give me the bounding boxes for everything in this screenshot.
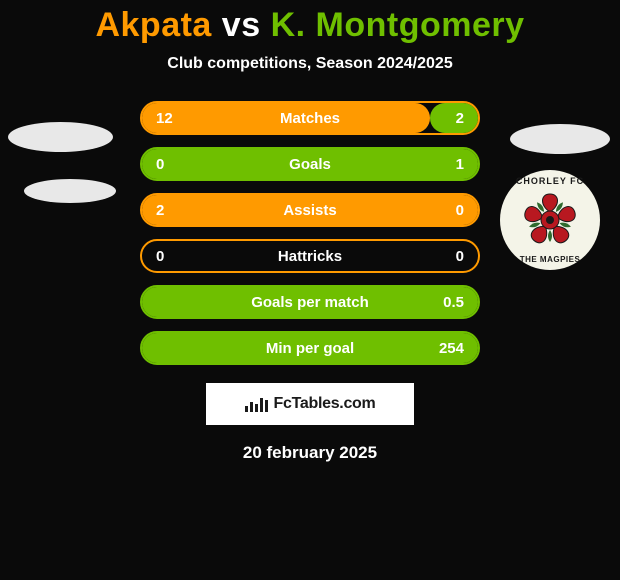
comparison-infographic: Akpata vs K. Montgomery Club competition… — [0, 0, 620, 580]
stat-value-left: 0 — [156, 156, 164, 173]
player2-image-placeholder — [510, 124, 610, 154]
stat-row: 12 Matches 2 — [140, 101, 480, 135]
stat-label: Assists — [283, 202, 336, 219]
page-title: Akpata vs K. Montgomery — [0, 0, 620, 45]
club-logo-rose-icon — [522, 192, 578, 248]
stat-value-right: 254 — [439, 340, 464, 357]
date-line: 20 february 2025 — [0, 443, 620, 463]
subtitle: Club competitions, Season 2024/2025 — [0, 55, 620, 73]
stat-value-right: 1 — [456, 156, 464, 173]
player2-club-logo: CHORLEY FC THE MAGPIES — [500, 170, 600, 270]
stat-value-left: 2 — [156, 202, 164, 219]
title-vs: vs — [222, 6, 261, 44]
attribution-text: FcTables.com — [274, 395, 376, 413]
club-logo-bottom-text: THE MAGPIES — [520, 255, 581, 264]
bar-chart-icon — [245, 396, 268, 412]
stat-row: Min per goal 254 — [140, 331, 480, 365]
title-player1: Akpata — [95, 6, 211, 44]
attribution-badge: FcTables.com — [206, 383, 414, 425]
stat-value-right: 0 — [456, 202, 464, 219]
stat-label: Matches — [280, 110, 340, 127]
stat-label: Hattricks — [278, 248, 342, 265]
stat-row: 0 Goals 1 — [140, 147, 480, 181]
stat-row: 2 Assists 0 — [140, 193, 480, 227]
stat-value-left: 0 — [156, 248, 164, 265]
player1-image-placeholder — [8, 122, 113, 152]
stat-row: Goals per match 0.5 — [140, 285, 480, 319]
club-logo-top-text: CHORLEY FC — [516, 176, 584, 186]
stat-label: Goals — [289, 156, 331, 173]
stat-row: 0 Hattricks 0 — [140, 239, 480, 273]
player1-club-placeholder — [24, 179, 116, 203]
stat-fill-right — [430, 103, 478, 133]
stat-value-right: 0.5 — [443, 294, 464, 311]
title-player2: K. Montgomery — [271, 6, 525, 44]
stat-value-left: 12 — [156, 110, 173, 127]
stat-value-right: 2 — [456, 110, 464, 127]
stat-value-right: 0 — [456, 248, 464, 265]
stat-label: Min per goal — [266, 340, 354, 357]
stat-label: Goals per match — [251, 294, 369, 311]
